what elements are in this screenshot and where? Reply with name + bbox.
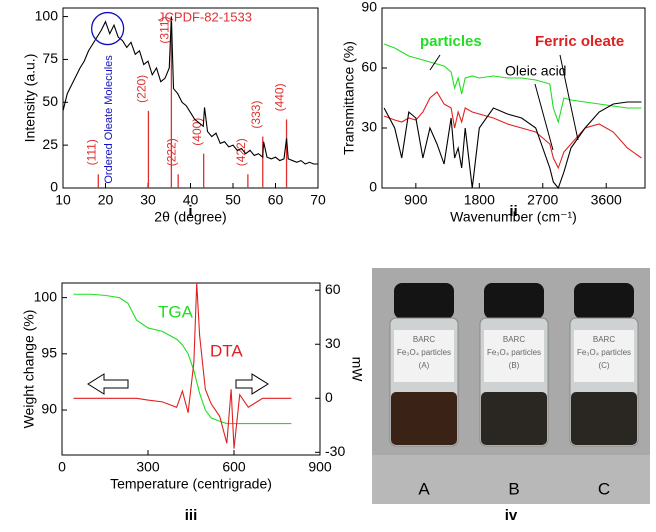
vial-letter: B xyxy=(508,479,519,498)
annotation: JCPDF-82-1533 xyxy=(158,9,252,24)
y-axis-label: Intensity (a.u.) xyxy=(22,54,38,143)
x-tick-label: 30 xyxy=(140,192,156,208)
y-tick-label: 75 xyxy=(42,50,58,66)
y-tick-label: 30 xyxy=(361,119,377,135)
x-tick-label: 900 xyxy=(404,192,428,208)
series-label: DTA xyxy=(210,341,243,360)
x-tick-label: 0 xyxy=(58,459,66,475)
plot-frame xyxy=(381,7,646,189)
pointer xyxy=(559,54,579,141)
vial-liquid xyxy=(391,392,457,445)
y-tick-label: 100 xyxy=(34,288,58,304)
y-tick-label: 0 xyxy=(50,179,58,195)
x-tick-label: 3600 xyxy=(591,192,622,208)
arrow xyxy=(235,373,269,395)
y-tick-label: 90 xyxy=(41,401,57,417)
reference-label: (311) xyxy=(158,16,172,43)
y2-tick-label: 0 xyxy=(325,389,333,405)
y-tick-label: 0 xyxy=(369,179,377,195)
pointer xyxy=(534,83,554,151)
x-axis-label: Temperature (centrigrade) xyxy=(110,476,272,492)
vial-label-text: BARC xyxy=(503,335,525,344)
reference-label: (400) xyxy=(190,118,204,146)
vial-label xyxy=(394,330,454,382)
vial-label-text: Fe₃O₄ particles xyxy=(577,348,631,357)
y-tick-label: 95 xyxy=(41,345,57,361)
panel-label: iv xyxy=(505,507,518,524)
y-tick-label: 25 xyxy=(42,136,58,152)
panel-label: ii xyxy=(509,203,517,220)
highlight-circle xyxy=(90,11,125,46)
data-line xyxy=(62,16,318,165)
vial-label xyxy=(484,330,544,382)
reference-label: (333) xyxy=(249,101,263,129)
vial-label xyxy=(574,330,634,382)
y-tick-label: 100 xyxy=(35,7,59,23)
x-tick-label: 1800 xyxy=(464,192,495,208)
x-tick-label: 60 xyxy=(268,192,284,208)
y-tick-label: 60 xyxy=(361,59,377,75)
x-tick-label: 20 xyxy=(98,192,114,208)
x-tick-label: 300 xyxy=(136,459,160,475)
reference-label: (422) xyxy=(234,138,248,166)
vial-cap xyxy=(484,283,544,319)
y-tick-label: 90 xyxy=(361,0,377,15)
data-line xyxy=(73,282,292,449)
vial-label-text: (B) xyxy=(509,361,520,370)
x-tick-label: 10 xyxy=(55,192,71,208)
pointer xyxy=(429,54,441,71)
reference-label: (220) xyxy=(135,75,149,103)
vial-label-text: (A) xyxy=(419,361,430,370)
panel-label: iii xyxy=(185,507,198,524)
y2-axis-label: mW xyxy=(349,357,365,383)
x-axis-label: 2θ (degree) xyxy=(154,209,226,225)
vial-letter: A xyxy=(418,479,430,498)
data-line xyxy=(73,293,292,425)
y2-tick-label: 60 xyxy=(325,281,341,297)
vial-label-text: (C) xyxy=(598,361,609,370)
series-label: Oleic acid xyxy=(505,63,566,79)
series-label: Ferric oleate xyxy=(535,33,624,50)
annotation: Ordered Oleate Molecules xyxy=(103,55,115,184)
x-tick-label: 2700 xyxy=(527,192,558,208)
photo-table xyxy=(372,455,650,504)
vial-label-text: BARC xyxy=(413,335,435,344)
y-axis-label: Transmittance (%) xyxy=(341,41,357,155)
series-label: particles xyxy=(420,33,482,50)
x-tick-label: 50 xyxy=(225,192,241,208)
y-axis-label: Weight change (%) xyxy=(21,310,37,429)
x-axis-label: Wavenumber (cm⁻¹) xyxy=(450,209,577,225)
vial-cap xyxy=(394,283,454,319)
y-tick-label: 50 xyxy=(42,93,58,109)
arrow xyxy=(87,373,129,395)
vial-cap xyxy=(574,283,634,319)
x-tick-label: 40 xyxy=(183,192,199,208)
data-line xyxy=(383,43,642,124)
y2-tick-label: -30 xyxy=(325,443,345,459)
vial-label-text: Fe₃O₄ particles xyxy=(487,348,541,357)
vial-liquid xyxy=(571,392,637,445)
plot-frame xyxy=(61,282,321,456)
vial-liquid xyxy=(481,392,547,445)
data-line xyxy=(383,101,642,190)
vial-label-text: BARC xyxy=(593,335,615,344)
reference-label: (440) xyxy=(273,83,287,111)
y2-tick-label: 30 xyxy=(325,335,341,351)
vial-label-text: Fe₃O₄ particles xyxy=(397,348,451,357)
x-tick-label: 900 xyxy=(308,459,332,475)
data-line xyxy=(383,91,642,170)
reference-label: (222) xyxy=(164,138,178,166)
reference-label: (111) xyxy=(84,139,98,165)
panel-label: i xyxy=(188,203,192,220)
x-tick-label: 70 xyxy=(310,192,326,208)
x-tick-label: 600 xyxy=(222,459,246,475)
vial-letter: C xyxy=(598,479,610,498)
series-label: TGA xyxy=(158,302,194,321)
